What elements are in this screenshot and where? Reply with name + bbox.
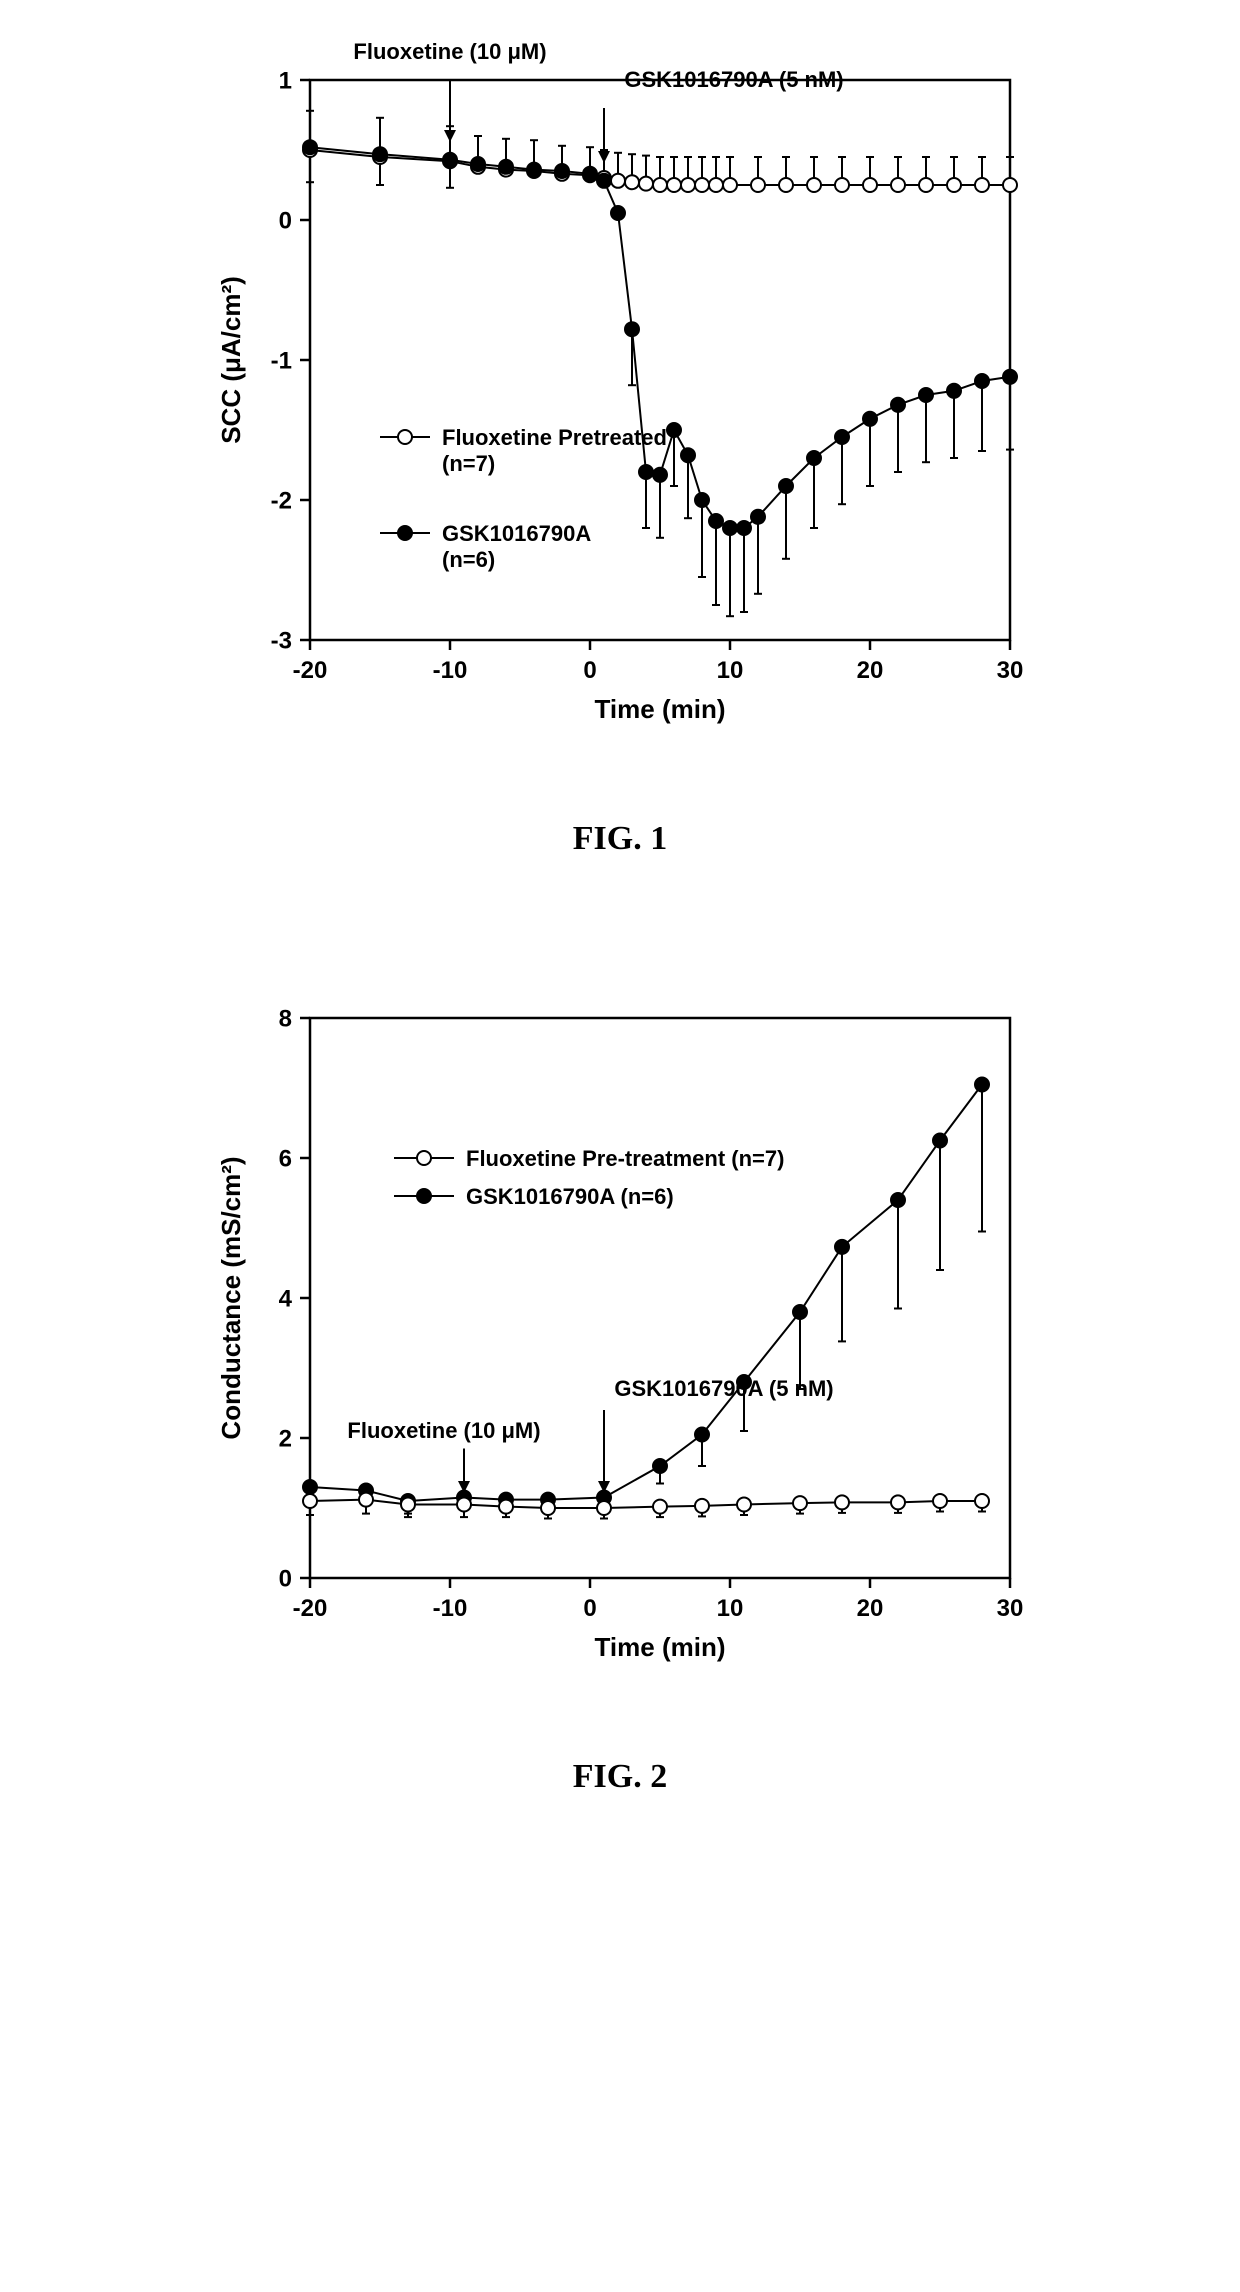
- svg-text:Conductance (mS/cm²): Conductance (mS/cm²): [216, 1156, 246, 1439]
- svg-text:-20: -20: [293, 1595, 328, 1622]
- svg-text:0: 0: [583, 1595, 596, 1622]
- svg-text:0: 0: [583, 657, 596, 684]
- figure-1: -20-100102030-3-2-101Time (min)SCC (μA/c…: [20, 40, 1220, 858]
- svg-text:10: 10: [717, 1595, 744, 1622]
- svg-text:2: 2: [279, 1425, 292, 1452]
- svg-text:GSK1016790A (n=6): GSK1016790A (n=6): [466, 1184, 674, 1209]
- svg-text:6: 6: [279, 1145, 292, 1172]
- svg-text:-3: -3: [271, 627, 292, 654]
- svg-text:Fluoxetine Pretreated: Fluoxetine Pretreated: [442, 425, 667, 450]
- svg-text:30: 30: [997, 1595, 1024, 1622]
- svg-text:10: 10: [717, 657, 744, 684]
- svg-text:(n=6): (n=6): [442, 547, 495, 572]
- svg-text:Fluoxetine Pre-treatment (n=7: Fluoxetine Pre-treatment (n=7): [466, 1146, 784, 1171]
- svg-text:Time (min): Time (min): [595, 1632, 726, 1662]
- svg-text:30: 30: [997, 657, 1024, 684]
- svg-text:-20: -20: [293, 657, 328, 684]
- svg-text:4: 4: [279, 1285, 293, 1312]
- fig2-label: FIG. 2: [20, 1758, 1220, 1796]
- svg-text:-10: -10: [433, 1595, 468, 1622]
- svg-text:Time (min): Time (min): [595, 694, 726, 724]
- svg-text:-10: -10: [433, 657, 468, 684]
- chart-fig1: -20-100102030-3-2-101Time (min)SCC (μA/c…: [170, 40, 1070, 760]
- chart-fig2: -20 -10 0 10 20 30 0 2 4 6 8 Time (min) Conductance …: [170, 978, 1070, 1698]
- svg-text:Fluoxetine (10 μM): Fluoxetine (10 μM): [353, 40, 546, 64]
- svg-text:(n=7): (n=7): [442, 451, 495, 476]
- svg-text:GSK1016790A: GSK1016790A: [442, 521, 591, 546]
- svg-text:0: 0: [279, 1565, 292, 1592]
- svg-text:1: 1: [279, 67, 292, 94]
- svg-text:GSK1016790A (5 nM): GSK1016790A (5 nM): [614, 1376, 833, 1401]
- svg-text:Fluoxetine (10 μM): Fluoxetine (10 μM): [347, 1418, 540, 1443]
- figure-2: -20 -10 0 10 20 30 0 2 4 6 8 Time (min) Conductance …: [20, 978, 1220, 1796]
- svg-text:-2: -2: [271, 487, 292, 514]
- svg-text:0: 0: [279, 207, 292, 234]
- svg-text:20: 20: [857, 657, 884, 684]
- svg-text:20: 20: [857, 1595, 884, 1622]
- svg-text:8: 8: [279, 1005, 292, 1032]
- fig1-label: FIG. 1: [20, 820, 1220, 858]
- svg-text:-1: -1: [271, 347, 292, 374]
- svg-text:GSK1016790A (5 nM): GSK1016790A (5 nM): [624, 67, 843, 92]
- svg-text:SCC (μA/cm²): SCC (μA/cm²): [216, 276, 246, 444]
